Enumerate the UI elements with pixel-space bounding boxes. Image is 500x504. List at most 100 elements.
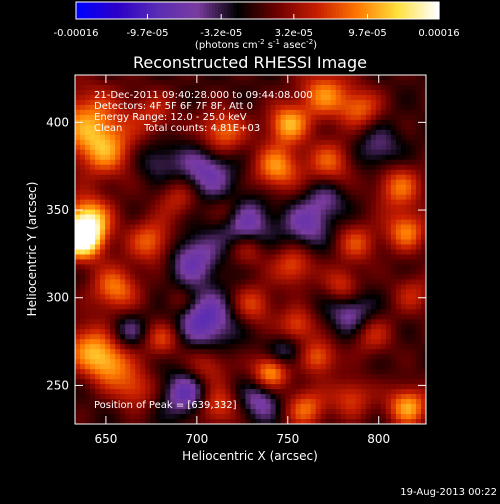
heatmap-cell [75, 374, 81, 380]
heatmap-cell [336, 195, 342, 201]
heatmap-cell [381, 324, 387, 330]
heatmap-cell [321, 334, 327, 340]
heatmap-cell [100, 165, 106, 171]
heatmap-cell [195, 200, 201, 206]
heatmap-cell [95, 289, 101, 295]
heatmap-cell [155, 289, 161, 295]
heatmap-cell [155, 374, 161, 380]
heatmap-cell [175, 135, 181, 141]
heatmap-cell [336, 379, 342, 385]
heatmap-cell [130, 220, 136, 226]
heatmap-cell [401, 314, 407, 320]
heatmap-cell [90, 289, 96, 295]
heatmap-cell [336, 165, 342, 171]
heatmap-cell [200, 334, 206, 340]
heatmap-cell [100, 349, 106, 355]
heatmap-cell [321, 205, 327, 211]
heatmap-cell [165, 314, 171, 320]
heatmap-cell [80, 299, 86, 305]
heatmap-cell [351, 160, 357, 166]
heatmap-cell [261, 105, 267, 111]
heatmap-cell [105, 349, 111, 355]
heatmap-cell [160, 414, 166, 420]
heatmap-cell [366, 80, 372, 86]
heatmap-cell [150, 230, 156, 236]
heatmap-cell [256, 334, 262, 340]
heatmap-cell [396, 334, 402, 340]
heatmap-cell [416, 155, 422, 161]
heatmap-cell [276, 314, 282, 320]
heatmap-cell [306, 175, 312, 181]
heatmap-cell [251, 299, 257, 305]
heatmap-cell [135, 279, 141, 285]
heatmap-cell [266, 250, 272, 256]
heatmap-cell [200, 384, 206, 390]
heatmap-cell [301, 349, 307, 355]
heatmap-cell [401, 299, 407, 305]
heatmap-cell [105, 175, 111, 181]
heatmap-cell [311, 225, 317, 231]
heatmap-cell [311, 309, 317, 315]
heatmap-cell [376, 180, 382, 186]
heatmap-cell [190, 289, 196, 295]
heatmap-cell [336, 399, 342, 405]
heatmap-cell [150, 289, 156, 295]
heatmap-cell [200, 170, 206, 176]
heatmap-cell [261, 200, 267, 206]
heatmap-cell [361, 399, 367, 405]
heatmap-cell [85, 110, 91, 116]
heatmap-cell [140, 195, 146, 201]
heatmap-cell [266, 225, 272, 231]
heatmap-cell [326, 230, 332, 236]
heatmap-cell [130, 389, 136, 395]
heatmap-cell [396, 135, 402, 141]
heatmap-cell [391, 404, 397, 410]
heatmap-cell [296, 394, 302, 400]
heatmap-cell [351, 344, 357, 350]
heatmap-cell [261, 150, 267, 156]
heatmap-cell [386, 289, 392, 295]
heatmap-cell [316, 140, 322, 146]
heatmap-cell [261, 110, 267, 116]
heatmap-cell [381, 399, 387, 405]
heatmap-cell [190, 240, 196, 246]
heatmap-cell [230, 165, 236, 171]
heatmap-cell [346, 240, 352, 246]
heatmap-cell [271, 180, 277, 186]
heatmap-cell [80, 294, 86, 300]
heatmap-cell [170, 369, 176, 375]
heatmap-cell [401, 105, 407, 111]
heatmap-cell [366, 170, 372, 176]
heatmap-cell [110, 284, 116, 290]
heatmap-cell [251, 409, 257, 415]
heatmap-cell [180, 180, 186, 186]
heatmap-cell [100, 309, 106, 315]
heatmap-cell [215, 294, 221, 300]
heatmap-cell [190, 304, 196, 310]
heatmap-cell [266, 240, 272, 246]
heatmap-cell [180, 235, 186, 241]
heatmap-cell [80, 329, 86, 335]
heatmap-cell [145, 394, 151, 400]
heatmap-cell [266, 80, 272, 86]
heatmap-cell [296, 120, 302, 126]
heatmap-cell [326, 240, 332, 246]
heatmap-cell [251, 269, 257, 275]
heatmap-cell [105, 364, 111, 370]
heatmap-cell [251, 389, 257, 395]
heatmap-cell [145, 284, 151, 290]
heatmap-cell [215, 230, 221, 236]
heatmap-cell [391, 349, 397, 355]
heatmap-cell [416, 359, 422, 365]
heatmap-cell [100, 304, 106, 310]
heatmap-cell [80, 145, 86, 151]
heatmap-cell [100, 384, 106, 390]
heatmap-cell [361, 364, 367, 370]
heatmap-cell [346, 120, 352, 126]
heatmap-cell [170, 384, 176, 390]
heatmap-cell [346, 140, 352, 146]
heatmap-cell [261, 384, 267, 390]
heatmap-cell [125, 135, 131, 141]
heatmap-cell [361, 309, 367, 315]
heatmap-cell [160, 319, 166, 325]
